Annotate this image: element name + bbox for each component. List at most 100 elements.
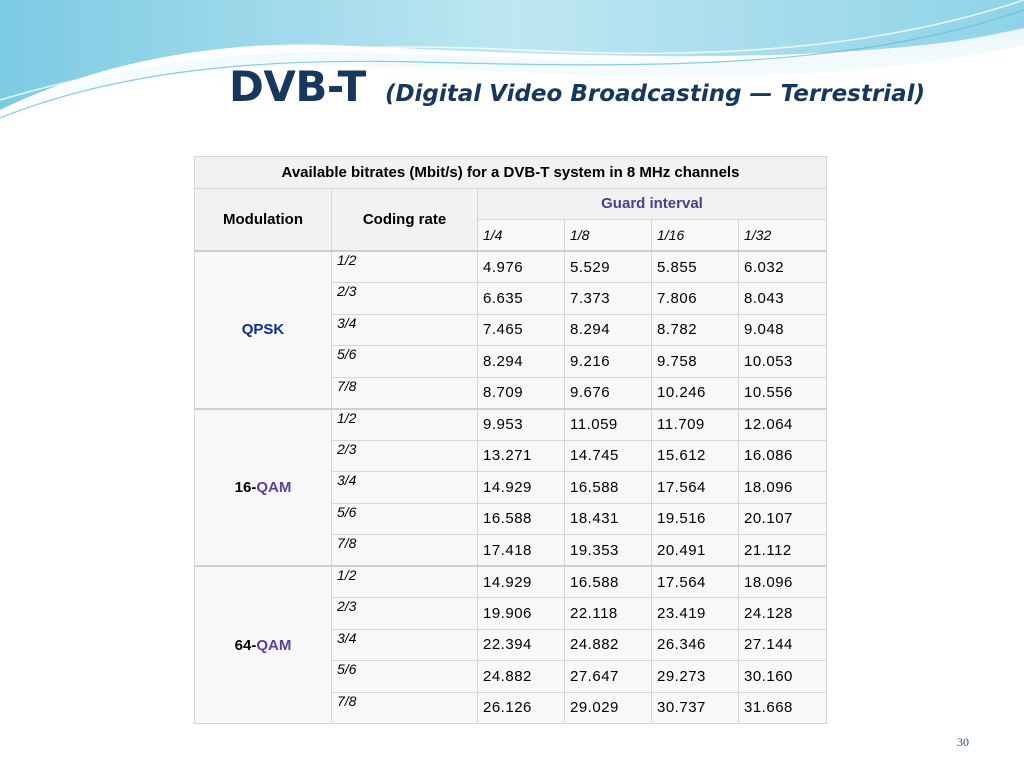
bitrate-cell: 26.126 [477,691,565,724]
table-row: 7/8 17.418 19.353 20.491 21.112 [195,534,827,567]
bitrate-cell: 8.294 [564,313,652,346]
table-row: 7/8 26.126 29.029 30.737 31.668 [195,691,827,724]
bitrates-table: Available bitrates (Mbit/s) for a DVB-T … [194,156,827,724]
modulation-prefix: 64- [234,636,257,654]
bitrate-cell: 9.953 [477,407,565,441]
modulation-cell: 16-QAM [194,407,332,567]
bitrate-cell: 8.043 [738,282,827,315]
bitrate-cell: 11.709 [651,407,739,441]
table-row: 64-QAM 1/2 14.929 16.588 17.564 18.096 [194,565,827,724]
bitrate-cell: 8.782 [651,313,739,346]
table-row: 3/4 22.394 24.882 26.346 27.144 [195,628,827,661]
table-caption-row: Available bitrates (Mbit/s) for a DVB-T … [194,156,827,189]
bitrate-cell: 14.745 [564,439,652,472]
bitrate-cell: 15.612 [651,439,739,472]
bitrate-cell: 16.588 [564,565,652,598]
bitrate-cell: 21.112 [738,534,827,567]
coding-rate-cell: 1/2 [331,250,478,283]
bitrate-cell: 16.588 [477,502,565,535]
bitrate-cell: 23.419 [651,597,739,630]
guard-interval-header: 1/16 [651,219,739,252]
bitrate-cell: 8.294 [477,345,565,378]
coding-rate-cell: 2/3 [331,282,478,315]
table-row: 2/3 19.906 22.118 23.419 24.128 [195,597,827,630]
bitrate-cell: 29.273 [651,660,739,693]
bitrate-cell: 30.160 [738,660,827,693]
modulation-link[interactable]: QAM [256,636,292,654]
bitrate-cell: 18.431 [564,502,652,535]
bitrate-cell: 26.346 [651,628,739,661]
coding-rate-cell: 2/3 [331,597,478,630]
bitrate-cell: 9.676 [564,376,652,409]
bitrate-cell: 10.246 [651,376,739,409]
coding-rate-cell: 3/4 [331,471,478,504]
header-modulation: Modulation [194,187,332,252]
bitrate-cell: 4.976 [477,250,565,283]
bitrate-cell: 24.882 [564,628,652,661]
table-row: 3/4 14.929 16.588 17.564 18.096 [195,471,827,504]
modulation-link[interactable]: QAM [256,478,292,496]
guard-interval-header: 1/4 [477,219,565,252]
table-header-row: Modulation Coding rate Guard interval [194,187,827,252]
coding-rate-cell: 1/2 [331,565,478,598]
guard-interval-header: 1/8 [564,219,652,252]
bitrate-cell: 30.737 [651,691,739,724]
bitrate-cell: 29.029 [564,691,652,724]
bitrate-cell: 9.216 [564,345,652,378]
coding-rate-cell: 7/8 [331,534,478,567]
bitrate-cell: 10.053 [738,345,827,378]
bitrate-cell: 10.556 [738,376,827,409]
page-number: 30 [957,735,969,749]
bitrate-cell: 20.107 [738,502,827,535]
bitrate-cell: 6.032 [738,250,827,283]
coding-rate-cell: 5/6 [331,502,478,535]
bitrate-cell: 14.929 [477,565,565,598]
table-row: 16-QAM 1/2 9.953 11.059 11.709 12.064 [194,407,827,567]
guard-interval-row: 1/4 1/8 1/16 1/32 [195,219,827,252]
bitrate-cell: 17.564 [651,471,739,504]
table-row: 2/3 6.635 7.373 7.806 8.043 [195,282,827,315]
bitrate-cell: 27.647 [564,660,652,693]
bitrate-cell: 9.048 [738,313,827,346]
header-wave-decoration [0,0,1024,125]
slide-title-main: DVB-T [229,62,366,111]
modulation-cell: 64-QAM [194,565,332,724]
header-guard-interval-link[interactable]: Guard interval [477,187,827,220]
bitrate-cell: 19.353 [564,534,652,567]
coding-rate-cell: 1/2 [331,407,478,441]
bitrate-cell: 17.418 [477,534,565,567]
bitrate-cell: 18.096 [738,471,827,504]
bitrate-cell: 20.491 [651,534,739,567]
bitrate-cell: 16.588 [564,471,652,504]
bitrate-cell: 31.668 [738,691,827,724]
table-row: 5/6 16.588 18.431 19.516 20.107 [195,502,827,535]
bitrate-cell: 18.096 [738,565,827,598]
bitrate-cell: 16.086 [738,439,827,472]
bitrate-cell: 6.635 [477,282,565,315]
coding-rate-cell: 3/4 [331,628,478,661]
modulation-link[interactable]: QPSK [241,321,285,339]
coding-rate-cell: 5/6 [331,345,478,378]
bitrate-cell: 7.806 [651,282,739,315]
header-coding-rate: Coding rate [331,187,478,252]
slide-title-subtitle: (Digital Video Broadcasting — Terrestria… [384,81,925,107]
bitrate-cell: 22.118 [564,597,652,630]
bitrate-cell: 8.709 [477,376,565,409]
bitrate-cell: 19.906 [477,597,565,630]
table-row: QPSK 1/2 4.976 5.529 5.855 6.032 [194,250,827,409]
coding-rate-cell: 2/3 [331,439,478,472]
bitrate-cell: 24.128 [738,597,827,630]
bitrate-cell: 27.144 [738,628,827,661]
bitrate-cell: 22.394 [477,628,565,661]
slide-title: DVB-T (Digital Video Broadcasting — Terr… [229,62,925,111]
table-row: 3/4 7.465 8.294 8.782 9.048 [195,313,827,346]
table-body: QPSK 1/2 4.976 5.529 5.855 6.032 2/3 6.635 7.373… [194,250,827,724]
bitrate-cell: 13.271 [477,439,565,472]
bitrate-cell: 19.516 [651,502,739,535]
modulation-prefix: 16- [234,478,257,496]
table-row: 5/6 8.294 9.216 9.758 10.053 [195,345,827,378]
guard-interval-header: 1/32 [738,219,827,252]
bitrate-cell: 12.064 [738,407,827,441]
table-row: 5/6 24.882 27.647 29.273 30.160 [195,660,827,693]
bitrate-cell: 5.855 [651,250,739,283]
